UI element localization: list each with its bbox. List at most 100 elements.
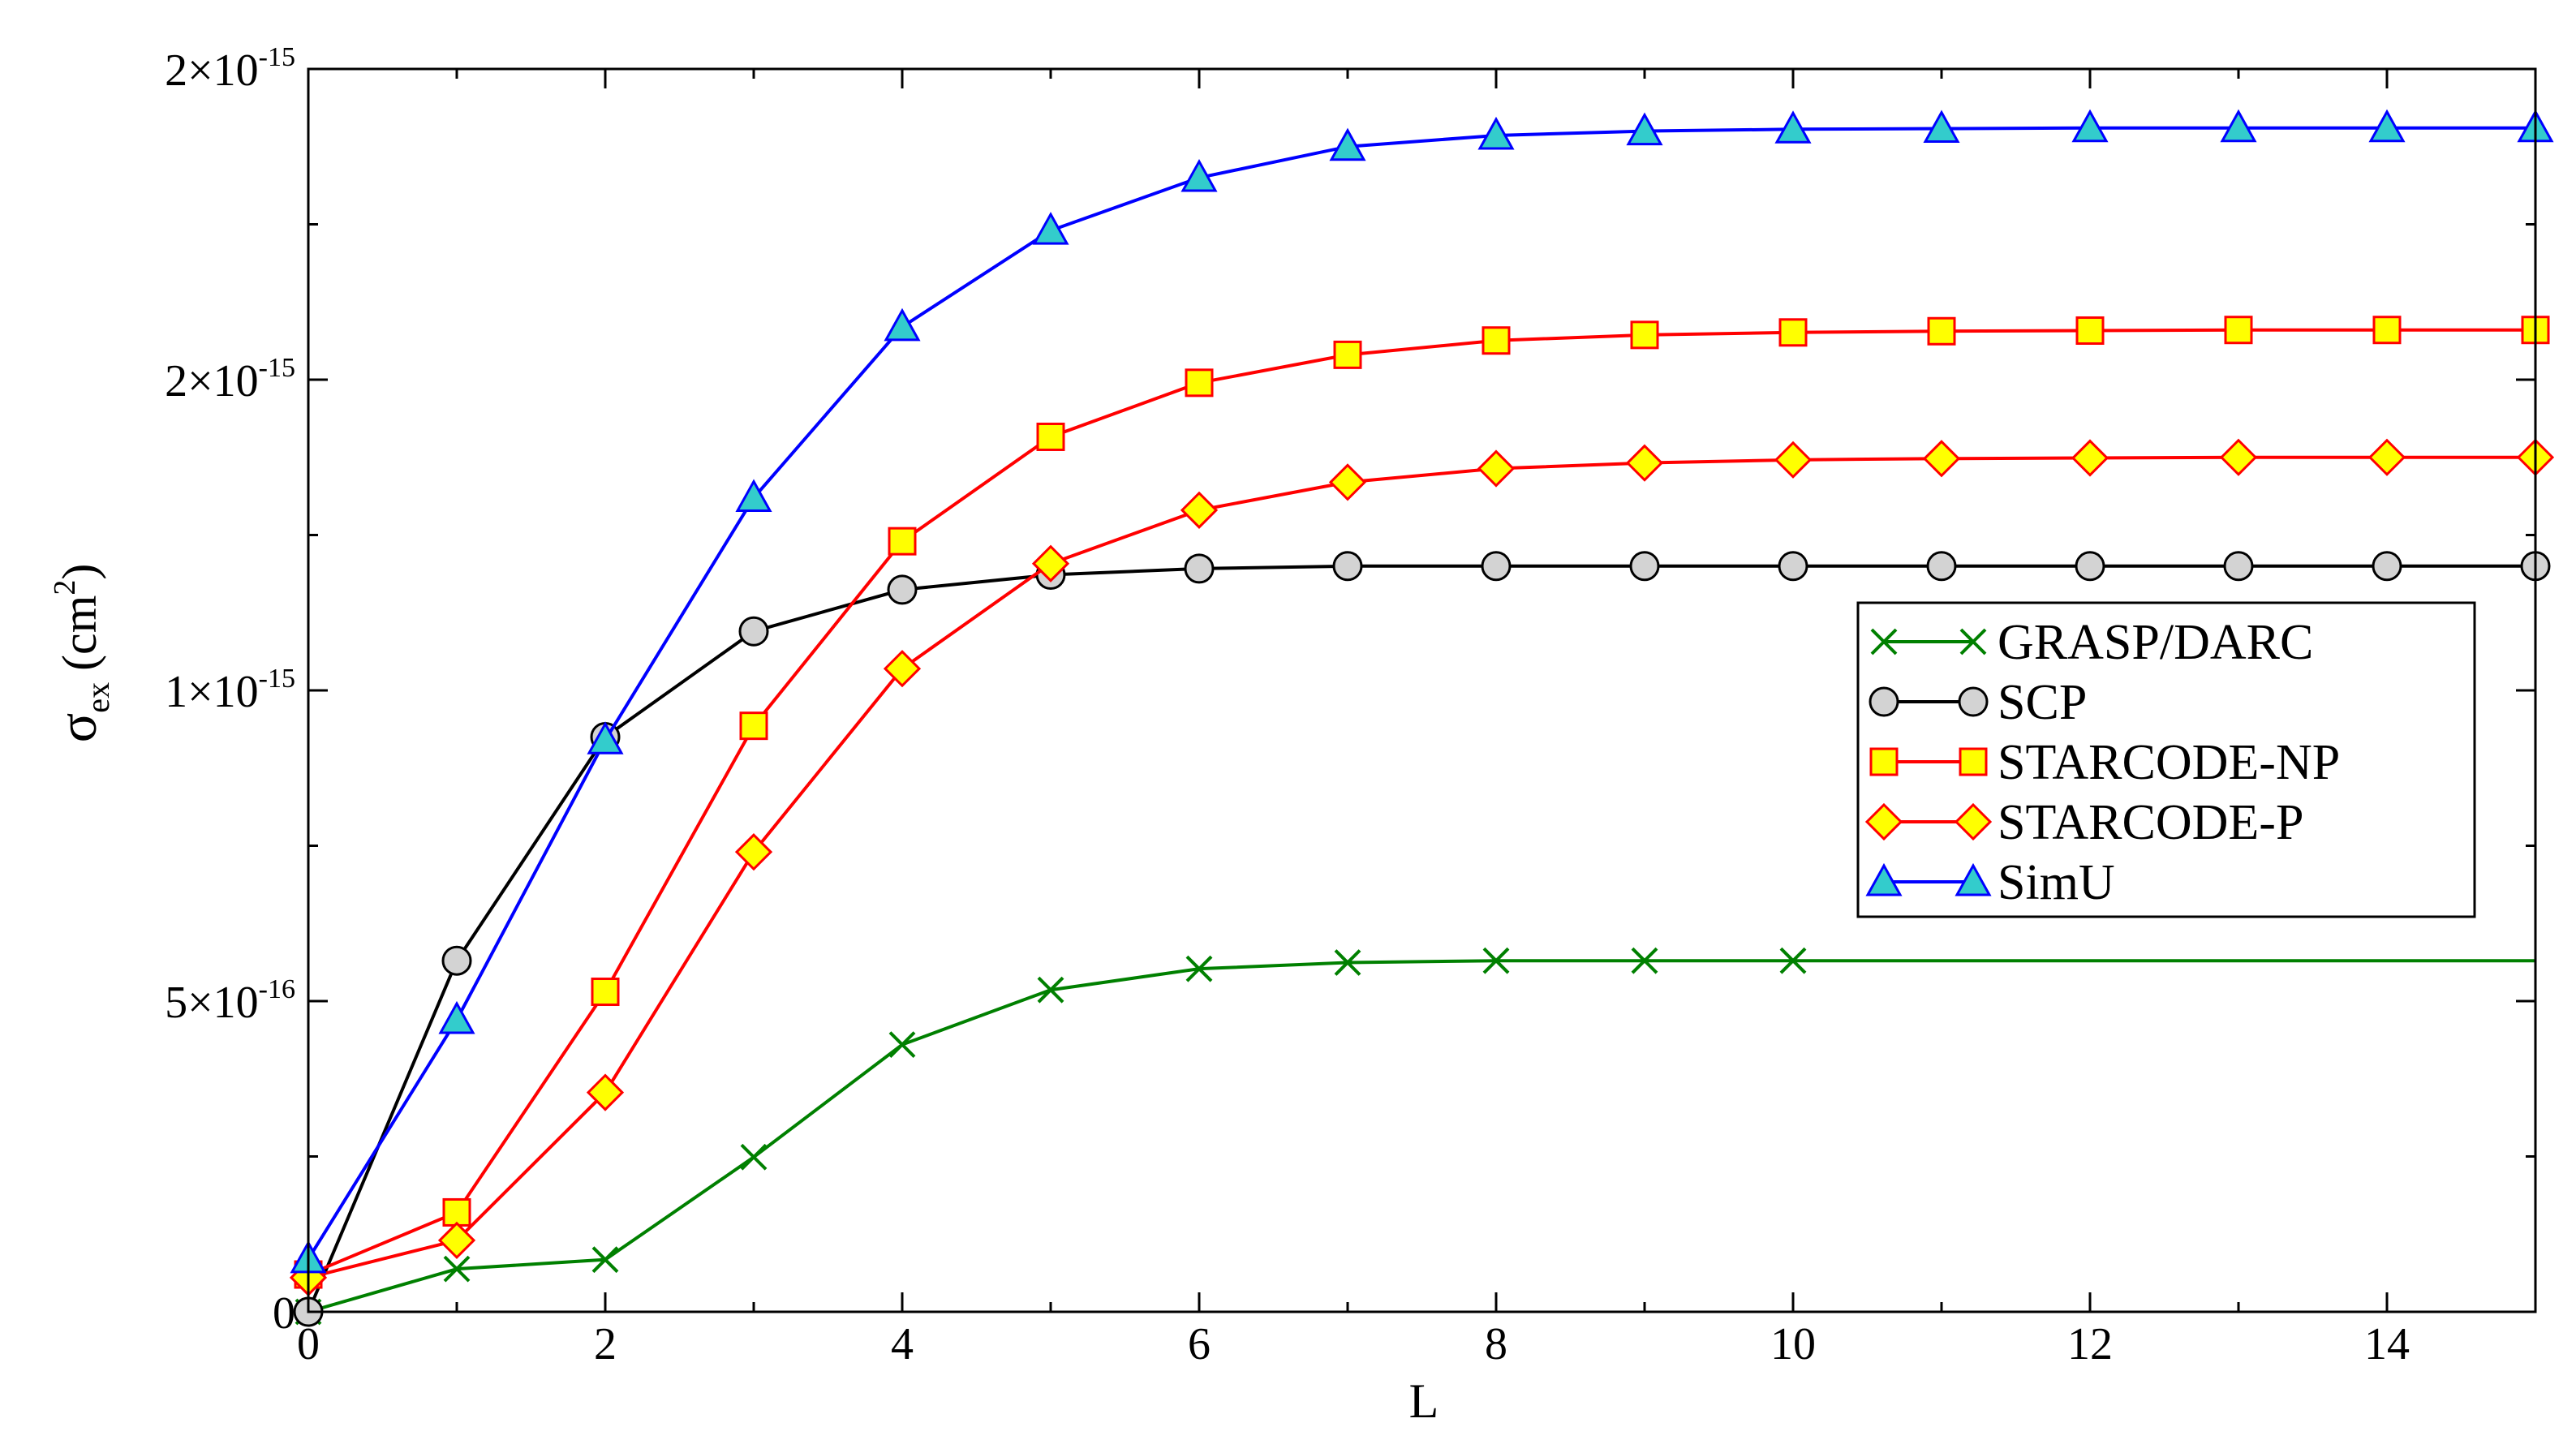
- data-point-grasp-darc: [591, 1246, 619, 1274]
- data-point-grasp-darc: [1185, 955, 1213, 982]
- legend-marker: [1954, 802, 1993, 841]
- series-line-scp: [307, 564, 2535, 1313]
- x-tick-label: 12: [2067, 1319, 2113, 1369]
- y-axis-title-unit: (cm: [53, 595, 106, 671]
- data-point-scp: [1332, 551, 1363, 582]
- x-tick-label: 8: [1485, 1319, 1507, 1369]
- data-point-scp: [2372, 551, 2402, 582]
- legend-label: STARCODE-P: [1998, 795, 2303, 850]
- y-axis-title-symbol: σ: [46, 713, 108, 743]
- data-point-simu: [2220, 109, 2257, 143]
- data-point-simu: [1923, 110, 1960, 144]
- data-point-simu: [1774, 110, 1812, 144]
- data-point-scp: [1629, 551, 1660, 582]
- svg-text:σex(cm2): σex (cm2): [46, 564, 116, 743]
- data-point-starcode-p: [1922, 440, 1961, 478]
- x-tick-label: 6: [1188, 1319, 1211, 1369]
- data-point-starcode-p: [1180, 491, 1219, 529]
- plot-area: [289, 109, 2555, 1327]
- data-point-starcode-np: [888, 527, 917, 556]
- data-point-starcode-np: [591, 978, 620, 1007]
- legend-entry-starcode-np: STARCODE-NP: [1869, 735, 2340, 790]
- legend-label: STARCODE-NP: [1998, 735, 2340, 790]
- data-point-starcode-p: [586, 1073, 625, 1111]
- legend-marker: [1870, 628, 1898, 656]
- data-point-starcode-np: [1333, 340, 1362, 369]
- data-point-simu: [587, 721, 624, 754]
- legend-marker: [1869, 686, 1899, 717]
- data-point-starcode-p: [1328, 463, 1367, 501]
- data-point-starcode-np: [2372, 316, 2402, 345]
- data-point-simu: [1032, 212, 1069, 245]
- data-point-simu: [1626, 112, 1663, 146]
- data-point-starcode-p: [1031, 544, 1070, 582]
- x-tick-label: 14: [2364, 1319, 2410, 1369]
- data-point-simu: [2071, 109, 2109, 143]
- data-point-starcode-p: [1477, 449, 1516, 488]
- legend-marker: [1958, 686, 1989, 717]
- series-line-starcode-np: [307, 328, 2535, 1276]
- data-point-starcode-p: [1625, 444, 1664, 482]
- x-tick-label: 2: [594, 1319, 617, 1369]
- data-point-scp: [2075, 551, 2105, 582]
- x-tick-label: 4: [891, 1319, 914, 1369]
- series-simu: [290, 109, 2554, 1274]
- series-grasp-darc: [295, 947, 2535, 1326]
- series-scp: [293, 551, 2551, 1327]
- legend-entry-simu: SimU: [1865, 855, 2115, 910]
- x-axis-title: L: [1409, 1374, 1439, 1428]
- data-point-grasp-darc: [740, 1143, 768, 1171]
- y-tick-label: 2×10-15: [165, 42, 295, 96]
- legend-marker: [1869, 747, 1899, 776]
- data-point-starcode-np: [1778, 318, 1808, 347]
- data-point-starcode-p: [2219, 438, 2258, 476]
- data-point-simu: [1180, 158, 1218, 192]
- data-point-starcode-np: [739, 711, 768, 741]
- legend-entry-scp: SCP: [1869, 675, 2087, 730]
- data-point-simu: [1477, 116, 1515, 150]
- data-point-scp: [1778, 551, 1808, 582]
- data-point-starcode-p: [437, 1221, 476, 1260]
- y-tick-label: 2×10-15: [165, 353, 295, 406]
- y-axis-title-subscript: ex: [80, 682, 116, 713]
- data-point-starcode-np: [1927, 316, 1956, 346]
- data-point-starcode-np: [1482, 326, 1511, 355]
- y-tick-label: 0: [273, 1288, 295, 1339]
- data-point-scp: [2223, 551, 2254, 582]
- legend-entry-starcode-p: STARCODE-P: [1864, 795, 2303, 850]
- data-point-grasp-darc: [1631, 947, 1658, 974]
- legend-marker: [1865, 862, 1903, 896]
- data-point-starcode-np: [1036, 422, 1065, 451]
- series-line-starcode-p: [307, 455, 2535, 1279]
- data-point-starcode-p: [734, 833, 773, 871]
- data-point-starcode-np: [1630, 320, 1659, 350]
- data-point-starcode-np: [2224, 316, 2253, 345]
- axes: 0 2 4 6 8 10 12 14 0 5×10-16 1×10-15 2×10-15 2×10-15: [165, 42, 2537, 1369]
- y-axis-title: σex (cm2): [46, 564, 116, 743]
- x-tick-label: 10: [1770, 1319, 1816, 1369]
- legend-marker: [1864, 802, 1903, 841]
- data-point-starcode-np: [1185, 368, 1214, 398]
- data-point-scp: [738, 616, 769, 647]
- data-point-scp: [1481, 551, 1512, 582]
- legend-entry-grasp-darc: GRASP/DARC: [1870, 615, 2313, 670]
- data-point-grasp-darc: [1334, 949, 1361, 976]
- data-point-starcode-p: [2367, 438, 2406, 476]
- legend-marker: [1959, 747, 1988, 776]
- series-line-grasp-darc: [307, 959, 2535, 1313]
- legend-label: SCP: [1998, 675, 2087, 730]
- y-tick-label: 5×10-16: [165, 974, 295, 1028]
- legend-marker: [1955, 862, 1992, 896]
- legend-marker: [1959, 628, 1987, 656]
- data-point-starcode-np: [442, 1197, 471, 1227]
- data-point-grasp-darc: [443, 1255, 471, 1283]
- data-point-grasp-darc: [1037, 976, 1064, 1004]
- legend-label: SimU: [1998, 855, 2115, 910]
- data-point-grasp-darc: [1779, 947, 1807, 974]
- data-point-simu: [735, 479, 772, 513]
- y-axis-title-close: ): [53, 564, 106, 580]
- data-point-grasp-darc: [888, 1031, 916, 1059]
- y-tick-label: 1×10-15: [165, 664, 295, 717]
